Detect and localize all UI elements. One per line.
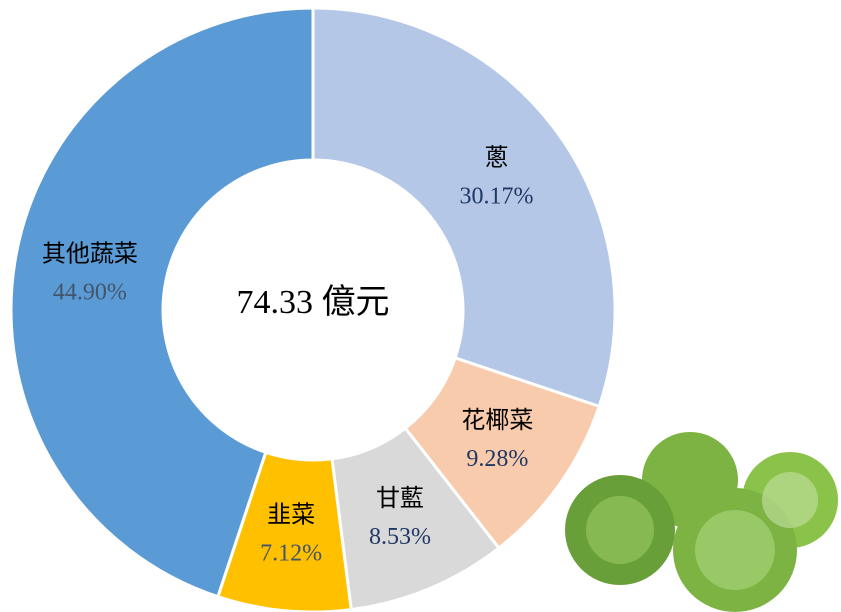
slice-value-label: 9.28% bbox=[466, 446, 528, 472]
slice-value-label: 7.12% bbox=[260, 540, 322, 566]
cabbage-illustration bbox=[565, 432, 838, 612]
slice-category-label: 蔥 bbox=[485, 145, 509, 172]
slice-category-label: 韭菜 bbox=[267, 501, 315, 528]
donut-slice bbox=[9, 6, 315, 599]
slice-category-label: 花椰菜 bbox=[461, 407, 533, 434]
slice-value-label: 44.90% bbox=[53, 279, 127, 305]
slice-category-label: 甘藍 bbox=[376, 485, 424, 512]
donut-slice bbox=[311, 6, 617, 409]
center-label: 74.33 億元 bbox=[237, 283, 390, 321]
slice-value-label: 30.17% bbox=[460, 184, 534, 210]
slice-value-label: 8.53% bbox=[369, 524, 431, 550]
slice-category-label: 其他蔬菜 bbox=[42, 240, 138, 267]
